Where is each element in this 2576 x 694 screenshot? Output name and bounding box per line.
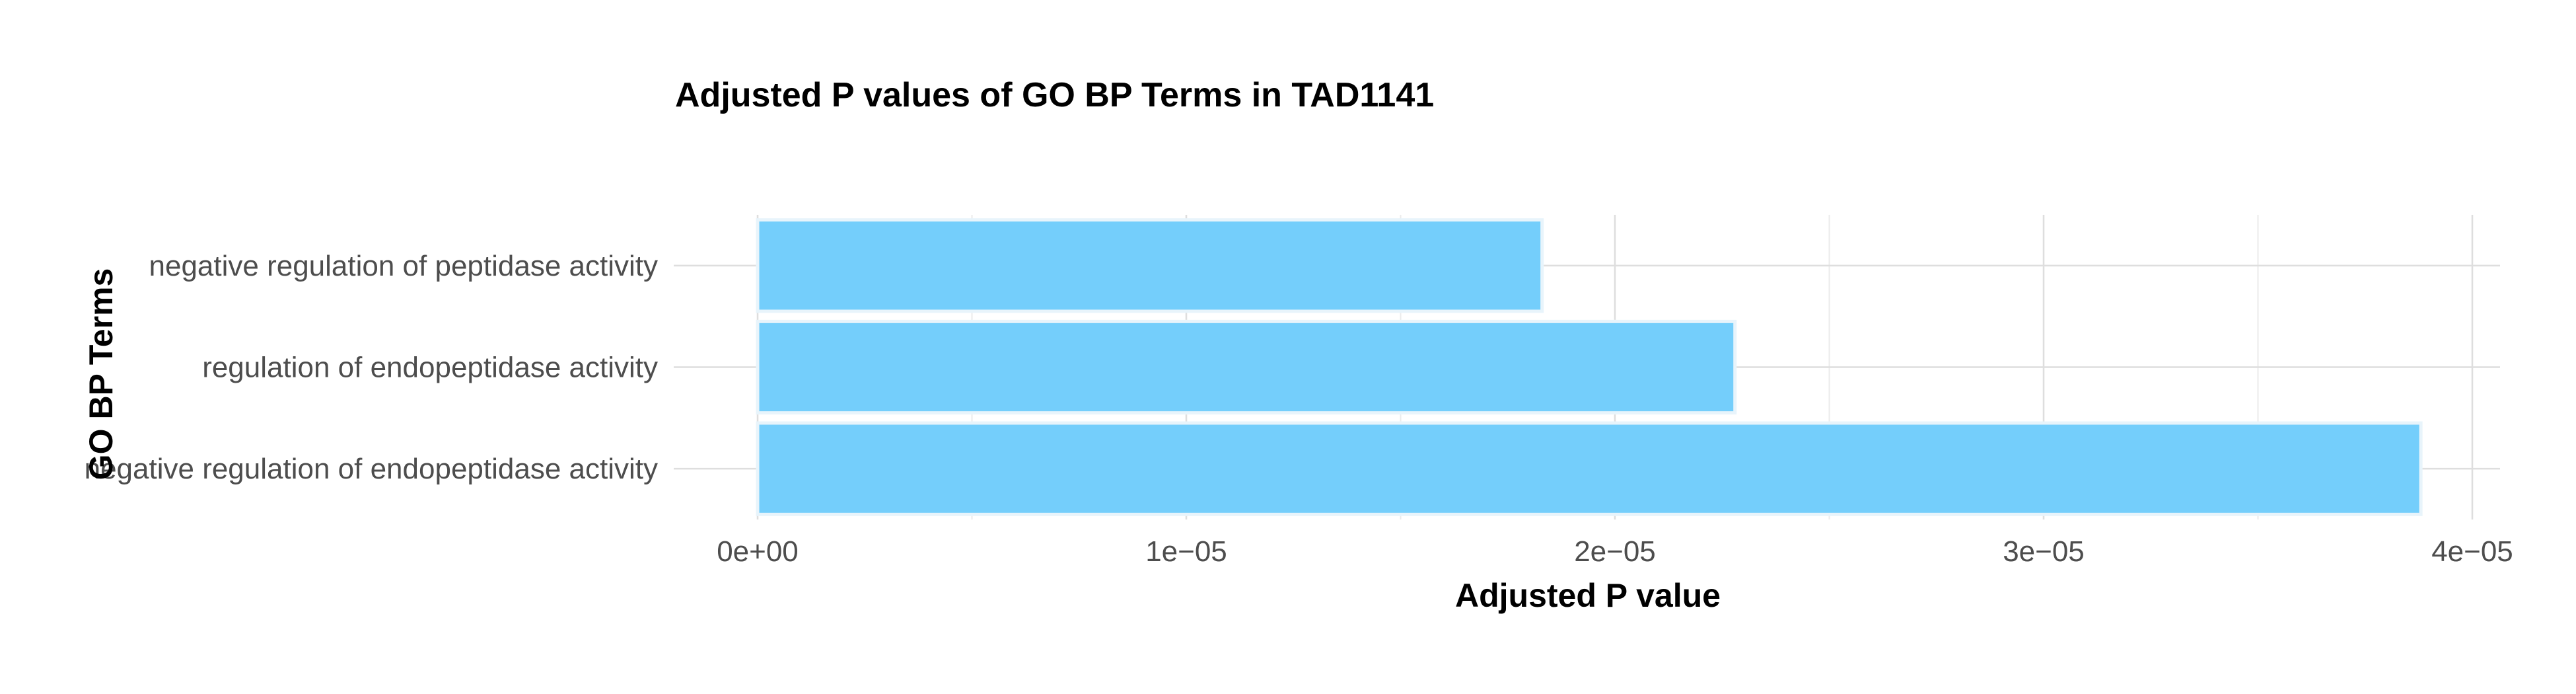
x-tick-label: 2e−05 — [1574, 535, 1656, 568]
x-tick-label: 1e−05 — [1145, 535, 1227, 568]
y-tick-labels: negative regulation of peptidase activit… — [85, 250, 658, 485]
chart-title: Adjusted P values of GO BP Terms in TAD1… — [675, 76, 1434, 114]
y-tick-label: regulation of endopeptidase activity — [202, 352, 658, 384]
bar — [756, 421, 2423, 516]
x-axis-title: Adjusted P value — [1455, 577, 1721, 614]
bar — [756, 319, 1737, 415]
x-tick-labels: 0e+00 1e−05 2e−05 3e−05 4e−05 — [717, 535, 2513, 568]
y-tick-label: negative regulation of peptidase activit… — [149, 250, 659, 282]
y-tick-label: negative regulation of endopeptidase act… — [85, 453, 658, 485]
x-tick-label: 3e−05 — [2003, 535, 2085, 568]
bar-layer — [756, 218, 2423, 516]
bar — [756, 218, 1544, 313]
y-axis-title: GO BP Terms — [83, 268, 120, 480]
x-tick-label: 4e−05 — [2431, 535, 2513, 568]
x-tick-label: 0e+00 — [717, 535, 799, 568]
